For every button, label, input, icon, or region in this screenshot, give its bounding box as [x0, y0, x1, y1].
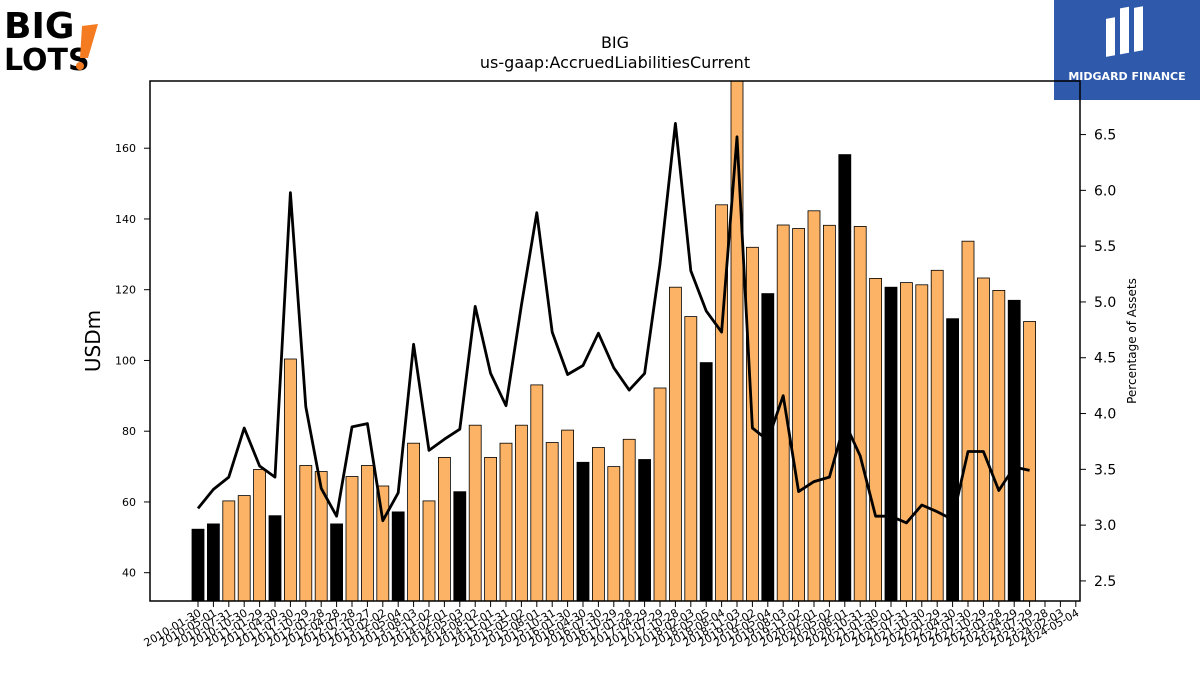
- y2-tick-label: 4.0: [1094, 407, 1116, 423]
- bar: [283, 358, 297, 601]
- y2-tick-label: 2.5: [1094, 574, 1116, 590]
- chart-title: BIG: [601, 33, 629, 52]
- y-tick-label: 80: [122, 425, 136, 438]
- bar: [669, 286, 682, 601]
- bar-series: [191, 81, 1036, 601]
- bar: [900, 282, 913, 601]
- bar: [853, 225, 867, 601]
- percentage-line: [196, 122, 1030, 525]
- midgard-finance-logo: MIDGARD FINANCE: [1054, 0, 1200, 100]
- svg-text:BIG: BIG: [4, 6, 74, 47]
- bar: [191, 528, 205, 601]
- big-lots-logo: BIG LOTS: [0, 0, 110, 80]
- bar: [638, 459, 651, 601]
- bar: [1023, 321, 1036, 601]
- big-lots-logo-mark: BIG LOTS: [4, 6, 98, 78]
- y-axis-label: USDm: [81, 310, 105, 372]
- y2-tick-label: 3.0: [1094, 518, 1116, 534]
- bar: [360, 465, 374, 601]
- bar: [515, 424, 528, 601]
- bar: [206, 523, 220, 601]
- bar: [499, 442, 513, 601]
- bar: [884, 286, 898, 601]
- y-axis-right: 2.5 3.0 3.5 4.0 4.5 5.0 5.5 6.0 6.5: [1080, 128, 1116, 590]
- bar: [622, 438, 636, 601]
- x-axis: 2010-01-302010-05-012010-07-312010-10-30…: [142, 601, 1081, 650]
- bar: [792, 228, 805, 601]
- bar: [314, 471, 328, 601]
- bar: [992, 289, 1006, 601]
- bar: [376, 485, 390, 601]
- svg-text:LOTS: LOTS: [4, 43, 90, 78]
- bar: [684, 316, 698, 601]
- bar: [437, 456, 451, 601]
- y2-tick-label: 5.5: [1094, 239, 1116, 255]
- y-tick-label: 40: [122, 567, 136, 580]
- svg-text:MIDGARD FINANCE: MIDGARD FINANCE: [1068, 70, 1185, 83]
- bar: [268, 515, 282, 601]
- bar: [453, 491, 467, 601]
- y-tick-label: 100: [115, 354, 136, 367]
- bar: [345, 476, 359, 601]
- bar: [699, 362, 713, 601]
- bar: [422, 500, 436, 601]
- bar: [946, 318, 959, 601]
- bar: [237, 495, 251, 601]
- bar: [807, 210, 821, 601]
- bar: [299, 465, 313, 601]
- bar: [484, 456, 498, 601]
- y2-axis-label: Percentage of Assets: [1125, 278, 1139, 404]
- bar: [561, 429, 574, 601]
- bar: [977, 277, 990, 601]
- bar: [468, 424, 482, 601]
- bar: [961, 240, 975, 601]
- y2-tick-label: 5.0: [1094, 295, 1116, 311]
- y2-tick-label: 4.5: [1094, 351, 1116, 367]
- y-tick-label: 140: [115, 213, 136, 226]
- bar: [838, 154, 852, 601]
- y-tick-label: 60: [122, 496, 136, 509]
- bar: [222, 500, 236, 601]
- bar: [653, 387, 667, 601]
- bar: [592, 447, 605, 601]
- bar: [530, 384, 544, 601]
- chart-subtitle: us-gaap:AccruedLiabilitiesCurrent: [480, 53, 750, 72]
- y2-tick-label: 6.0: [1094, 183, 1116, 199]
- bar: [761, 293, 775, 601]
- bar: [1007, 299, 1021, 601]
- plot-frame: [149, 80, 1081, 602]
- midgard-finance-mark: MIDGARD FINANCE: [1068, 6, 1186, 83]
- bar: [915, 284, 929, 601]
- bar: [330, 523, 344, 601]
- y-tick-label: 120: [115, 284, 136, 297]
- bar: [576, 461, 590, 601]
- bar: [607, 466, 621, 601]
- bar: [869, 277, 882, 601]
- y-tick-label: 160: [115, 142, 136, 155]
- y2-tick-label: 6.5: [1094, 128, 1116, 144]
- y2-tick-label: 3.5: [1094, 462, 1116, 478]
- bar: [391, 511, 405, 601]
- bar: [253, 468, 267, 601]
- line-series: [196, 122, 1030, 525]
- bar: [930, 269, 944, 601]
- bar: [823, 224, 836, 601]
- bar: [545, 442, 559, 601]
- bar: [776, 224, 790, 601]
- y-axis-left: 40 60 80 100 120 140 160: [115, 142, 150, 580]
- bar: [407, 442, 421, 601]
